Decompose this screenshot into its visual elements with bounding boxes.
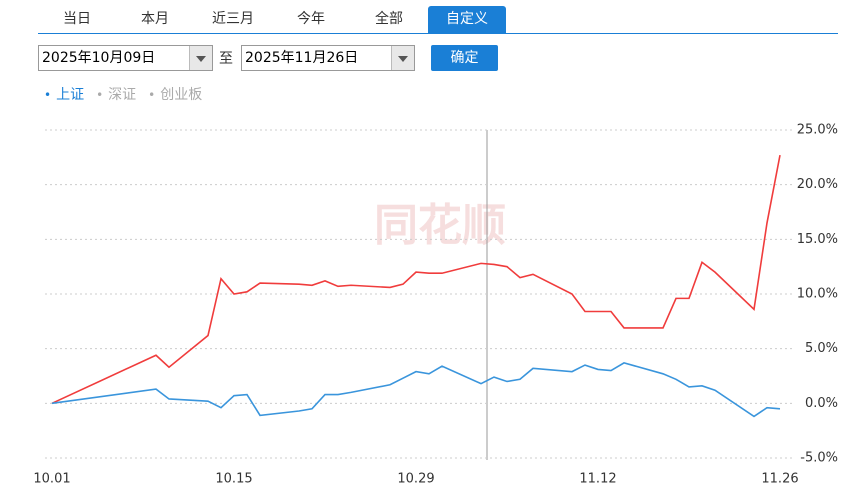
x-tick-label: 10.01 <box>33 472 70 487</box>
y-tick-label: 0.0% <box>805 396 838 411</box>
y-tick-label: 20.0% <box>797 177 838 192</box>
tab[interactable]: 当日 <box>63 11 91 27</box>
tab[interactable]: 今年 <box>297 11 325 27</box>
tab-bar: 当日 本月 近三月 今年 全部 自定义 <box>38 6 838 34</box>
tab[interactable]: 近三月 <box>212 11 254 27</box>
x-tick-label: 11.12 <box>579 472 616 487</box>
legend-item[interactable]: 上证 <box>44 84 84 104</box>
tab[interactable]: 自定义 <box>428 6 506 33</box>
series-line <box>51 362 781 418</box>
end-date: 2025年11月26日 <box>245 50 359 66</box>
start-date: 2025年10月09日 <box>42 50 156 66</box>
y-tick-label: 25.0% <box>797 123 838 138</box>
tab[interactable]: 本月 <box>141 11 169 27</box>
legend-item[interactable]: 创业板 <box>148 84 202 104</box>
watermark: 同花顺 <box>374 200 506 251</box>
separator: 至 <box>219 51 233 67</box>
dropdown-arrow <box>196 56 206 62</box>
legend: 上证深证创业板 <box>44 84 202 104</box>
start-date-select[interactable]: 2025年10月09日 <box>38 45 213 71</box>
y-tick-label: 15.0% <box>797 232 838 247</box>
tab[interactable]: 全部 <box>375 11 403 27</box>
end-date-select[interactable]: 2025年11月26日 <box>241 45 415 71</box>
confirm-button[interactable]: 确定 <box>431 45 498 71</box>
x-tick-label: 11.26 <box>761 472 798 487</box>
x-tick-label: 10.15 <box>215 472 252 487</box>
y-tick-label: -5.0% <box>800 451 838 466</box>
y-tick-label: 5.0% <box>805 341 838 356</box>
x-tick-label: 10.29 <box>397 472 434 487</box>
y-tick-label: 10.0% <box>797 287 838 302</box>
legend-item[interactable]: 深证 <box>96 84 136 104</box>
series-line <box>51 154 781 405</box>
dropdown-arrow <box>398 56 408 62</box>
